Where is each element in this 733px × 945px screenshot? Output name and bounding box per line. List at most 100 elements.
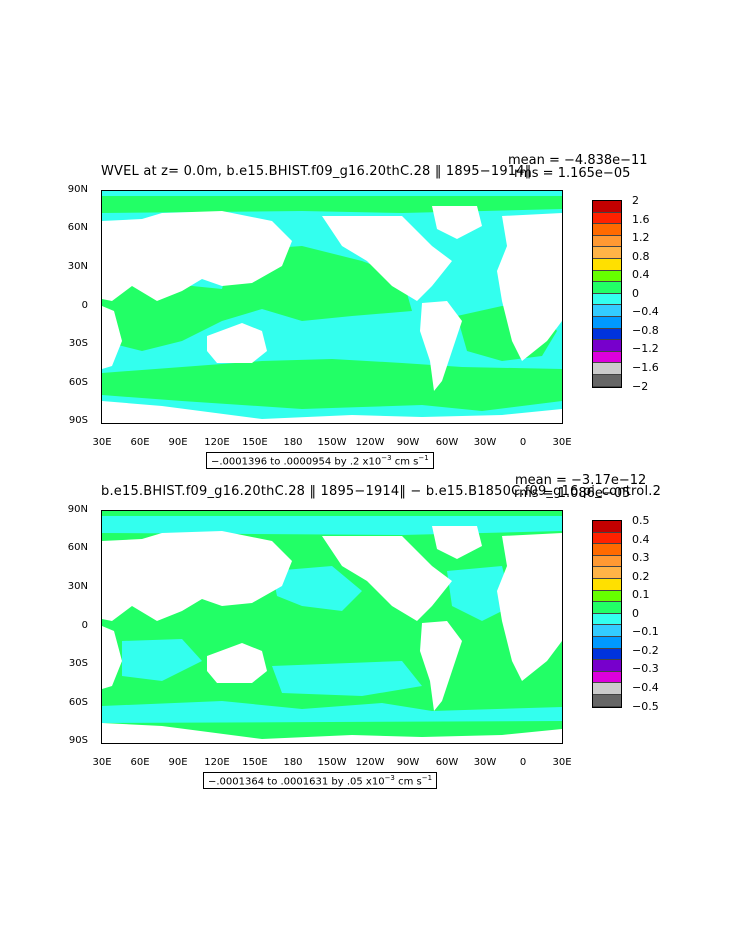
land-north-america xyxy=(322,536,452,621)
lon-label: 60W xyxy=(435,757,459,768)
lat-label: 90N xyxy=(67,184,88,195)
colorbar-label: 0.4 xyxy=(632,532,650,546)
colorbar-swatch xyxy=(593,305,621,317)
lat-label: 30N xyxy=(67,261,88,272)
colorbar-swatch xyxy=(593,660,621,672)
colorbar-swatch xyxy=(593,363,621,375)
colorbar-swatch xyxy=(593,224,621,236)
colorbar-swatch xyxy=(593,694,621,707)
panel-1-rms: rms = 1.165e−05 xyxy=(514,166,631,181)
colorbar-label: −0.5 xyxy=(632,699,659,713)
panel-1-map xyxy=(101,190,563,424)
cyan-arctic xyxy=(102,516,562,535)
lat-label: 60N xyxy=(67,542,88,553)
land-asia xyxy=(102,531,292,621)
cyan-southern xyxy=(102,701,562,723)
range-unit: cm s xyxy=(394,776,422,788)
range-exponent: −3 xyxy=(381,454,392,462)
colorbar-swatch xyxy=(593,247,621,259)
lon-label: 180 xyxy=(283,437,303,448)
lat-label: 30S xyxy=(68,338,88,349)
lon-label: 180 xyxy=(283,757,303,768)
colorbar-label: 0 xyxy=(632,606,639,620)
panel-2-rms: rms = 1.086e−05 xyxy=(514,486,631,501)
lon-label: 60W xyxy=(435,437,459,448)
lon-label: 0 xyxy=(519,437,527,448)
lon-label: 150E xyxy=(242,437,268,448)
land-australia xyxy=(207,323,267,363)
panel-2-map xyxy=(101,510,563,744)
colorbar-label: 2 xyxy=(632,194,639,207)
colorbar-label: −0.4 xyxy=(632,681,659,695)
lat-label: 60S xyxy=(68,377,88,388)
land-greenland xyxy=(432,526,482,559)
panel-1-range-info: −.0001396 to .0000954 by .2 x10−3 cm s−1 xyxy=(206,452,434,470)
colorbar-swatch xyxy=(593,625,621,637)
green-arctic xyxy=(102,196,562,213)
colorbar-swatch xyxy=(593,567,621,579)
lon-label: 90E xyxy=(168,437,188,448)
colorbar-swatch xyxy=(593,683,621,695)
land-south-america xyxy=(420,621,462,711)
panel-1-title: WVEL at z= 0.0m, b.e15.BHIST.f09_g16.20t… xyxy=(101,164,532,179)
colorbar-swatch xyxy=(593,282,621,294)
panel-1-map-svg xyxy=(102,191,562,423)
range-exponent: −3 xyxy=(384,774,395,782)
colorbar-label: 0.8 xyxy=(632,249,650,263)
land-north-america xyxy=(322,216,452,301)
lon-label: 30W xyxy=(473,757,497,768)
colorbar-swatch xyxy=(593,532,621,545)
colorbar-swatch xyxy=(593,648,621,661)
lon-label: 120W xyxy=(355,437,385,448)
cyan-indian xyxy=(122,639,202,681)
colorbar-swatch xyxy=(593,340,621,352)
range-text: −.0001364 to .0001631 by .05 x10 xyxy=(208,776,385,788)
land-greenland xyxy=(432,206,482,239)
colorbar-label: 1.6 xyxy=(632,212,650,226)
panel-1-mean: mean = −4.838e−11 xyxy=(508,153,648,168)
colorbar-swatch xyxy=(593,602,621,614)
colorbar-swatch xyxy=(593,270,621,283)
colorbar-swatch xyxy=(593,258,621,271)
lat-label: 90S xyxy=(68,415,88,426)
lon-label: 90W xyxy=(396,437,420,448)
colorbar-swatch xyxy=(593,578,621,591)
colorbar-label: 0.2 xyxy=(632,569,650,583)
land-south-america xyxy=(420,301,462,391)
colorbar-swatch xyxy=(593,328,621,341)
lat-label: 60N xyxy=(67,222,88,233)
lon-label: 90W xyxy=(396,757,420,768)
lon-label: 30E xyxy=(552,437,572,448)
lon-label: 60E xyxy=(130,757,150,768)
lat-label: 60S xyxy=(68,697,88,708)
colorbar-label: 0.3 xyxy=(632,551,650,565)
colorbar-swatch xyxy=(593,555,621,568)
green-southern xyxy=(102,359,562,411)
cyan-north-pacific xyxy=(272,566,362,611)
colorbar-label: −2 xyxy=(632,379,649,393)
colorbar-label: 0.4 xyxy=(632,268,650,282)
map-panel-1: WVEL at z= 0.0m, b.e15.BHIST.f09_g16.20t… xyxy=(0,150,733,475)
land-africa-east xyxy=(102,306,122,369)
range-unit-exponent: −1 xyxy=(418,454,429,462)
lon-label: 0 xyxy=(519,757,527,768)
colorbar-label: −0.4 xyxy=(632,305,659,319)
colorbar-swatch xyxy=(593,636,621,649)
colorbar-swatch xyxy=(593,544,621,556)
panel-2-map-svg xyxy=(102,511,562,743)
green-field xyxy=(102,246,412,351)
lon-label: 120E xyxy=(204,757,230,768)
range-unit: cm s xyxy=(391,456,419,468)
colorbar-label: −1.6 xyxy=(632,361,659,375)
colorbar-swatch xyxy=(593,316,621,329)
colorbar-swatch xyxy=(593,590,621,603)
lon-label: 30E xyxy=(92,757,112,768)
lon-label: 150W xyxy=(317,757,347,768)
colorbar-label: −0.2 xyxy=(632,643,659,657)
colorbar-label: −0.8 xyxy=(632,323,659,337)
land-europe-africa xyxy=(497,533,562,681)
colorbar-label: 0 xyxy=(632,286,639,300)
panel-1-colorbar xyxy=(592,200,622,388)
colorbar-swatch xyxy=(593,521,621,533)
colorbar-swatch xyxy=(593,293,621,306)
